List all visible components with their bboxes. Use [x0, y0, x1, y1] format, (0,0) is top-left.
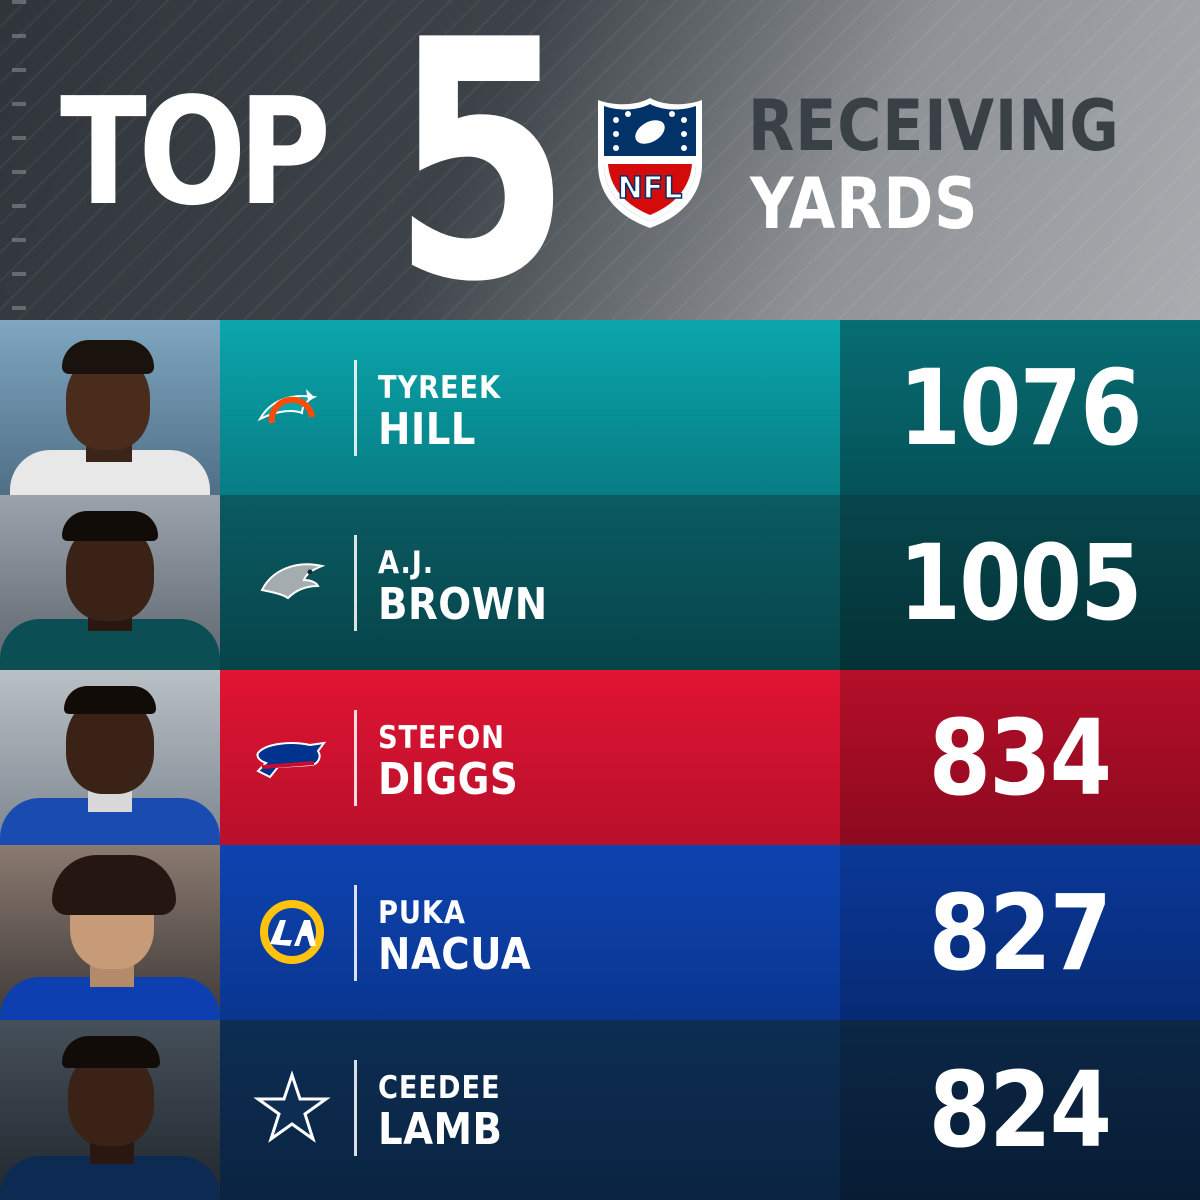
- nfl-shield-logo-icon: NFL: [598, 98, 702, 228]
- stat-title-line1: RECEIVING: [748, 85, 1120, 167]
- row-divider: [354, 885, 357, 981]
- player-photo: [0, 320, 220, 495]
- leaderboard-row: CEEDEE LAMB 824: [0, 1020, 1200, 1200]
- yard-line-ticks: [12, 0, 26, 320]
- row-divider: [354, 360, 357, 456]
- stat-value-box: 834: [840, 670, 1200, 845]
- player-last-name: HILL: [378, 404, 476, 455]
- player-last-name: NACUA: [378, 929, 532, 980]
- eagles-logo-icon: [260, 563, 326, 600]
- leaderboard-row: STEFON DIGGS 834: [0, 670, 1200, 845]
- player-photo: [0, 670, 220, 845]
- stat-value-box: 827: [840, 845, 1200, 1020]
- player-first-name: CEEDEE: [378, 1070, 501, 1106]
- leaderboard-row: A.J. BROWN 1005: [0, 495, 1200, 670]
- receiving-yards-value: 834: [929, 696, 1112, 819]
- row-divider: [354, 1060, 357, 1156]
- player-name: TYREEK HILL: [378, 370, 501, 454]
- player-first-name: A.J.: [378, 545, 435, 581]
- player-photo: [0, 845, 220, 1020]
- receiving-yards-value: 824: [929, 1049, 1112, 1171]
- rams-logo-icon: [260, 900, 324, 964]
- player-first-name: TYREEK: [378, 370, 502, 406]
- cowboys-star-icon: [253, 1070, 331, 1143]
- receiving-yards-value: 1005: [898, 521, 1143, 644]
- player-name: STEFON DIGGS: [378, 720, 518, 804]
- leaderboard-row: TYREEK HILL 1076: [0, 320, 1200, 495]
- leaderboard-row: PUKA NACUA 827: [0, 845, 1200, 1020]
- player-first-name: PUKA: [378, 895, 466, 931]
- nfl-shield-text: NFL: [618, 171, 683, 206]
- receiving-yards-value: 827: [929, 871, 1112, 994]
- row-divider: [354, 710, 357, 806]
- header-banner: TOP 5 NFL RECEIVING YARDS: [0, 0, 1200, 320]
- title-top: TOP: [60, 66, 331, 238]
- receiving-yards-value: 1076: [898, 346, 1143, 469]
- title-number: 5: [392, 0, 572, 320]
- player-name: A.J. BROWN: [378, 545, 548, 629]
- player-photo: [0, 1020, 220, 1200]
- player-photo: [0, 495, 220, 670]
- player-panel: PUKA NACUA: [220, 845, 840, 1020]
- row-divider: [354, 535, 357, 631]
- stat-value-box: 1005: [840, 495, 1200, 670]
- player-first-name: STEFON: [378, 720, 505, 756]
- bills-logo-icon: [256, 741, 327, 779]
- player-last-name: BROWN: [378, 579, 548, 630]
- stat-title-line2: YARDS: [750, 163, 979, 245]
- player-panel: CEEDEE LAMB: [220, 1020, 840, 1200]
- player-panel: TYREEK HILL: [220, 320, 840, 495]
- player-panel: STEFON DIGGS: [220, 670, 840, 845]
- player-name: CEEDEE LAMB: [378, 1070, 502, 1154]
- player-name: PUKA NACUA: [378, 895, 531, 979]
- stat-value-box: 1076: [840, 320, 1200, 495]
- stat-value-box: 824: [840, 1020, 1200, 1200]
- player-last-name: DIGGS: [378, 754, 519, 805]
- player-panel: A.J. BROWN: [220, 495, 840, 670]
- player-last-name: LAMB: [378, 1104, 503, 1155]
- dolphins-logo-icon: [257, 389, 318, 424]
